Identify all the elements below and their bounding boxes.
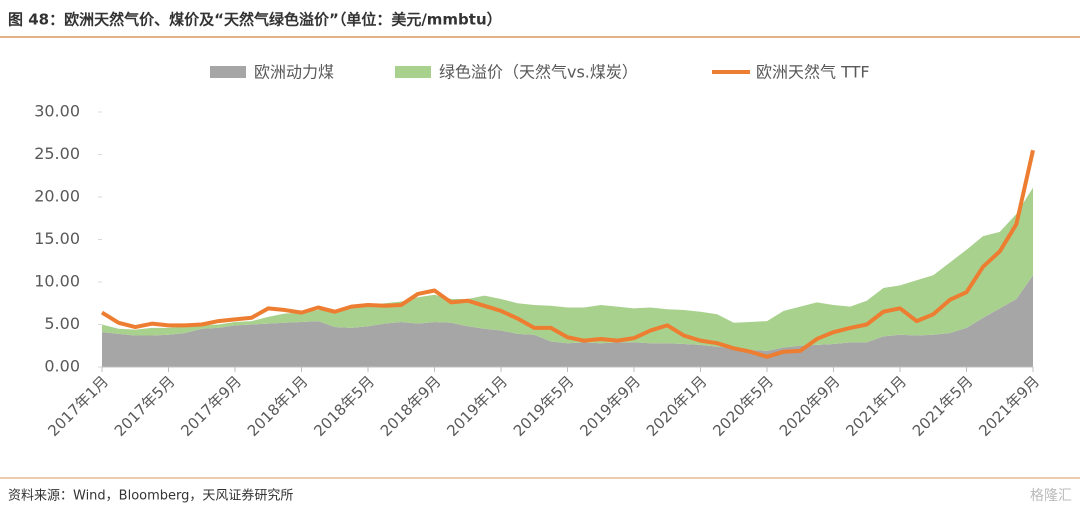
y-tick-label: 0.00 bbox=[44, 357, 80, 376]
legend-swatch bbox=[395, 66, 431, 78]
x-tick-label: 2021年9月 bbox=[975, 372, 1043, 440]
area bbox=[102, 275, 1033, 367]
legend-label: 欧洲天然气 TTF bbox=[756, 63, 870, 82]
x-tick-label: 2019年1月 bbox=[443, 372, 511, 440]
line bbox=[100, 149, 1035, 359]
area bbox=[102, 187, 1033, 351]
x-tick-label: 2017年1月 bbox=[44, 372, 112, 440]
chart-title: 图 48：欧洲天然气价、煤价及“天然气绿色溢价”（单位：美元/mmbtu） bbox=[8, 11, 502, 29]
y-tick-label: 25.00 bbox=[34, 144, 80, 163]
y-tick-label: 5.00 bbox=[44, 314, 80, 333]
x-tick-label: 2017年9月 bbox=[177, 372, 245, 440]
y-tick-label: 30.00 bbox=[34, 102, 80, 121]
watermark: 格隆汇 bbox=[1030, 488, 1072, 504]
x-tick-label: 2020年1月 bbox=[643, 372, 711, 440]
x-tick-label: 2019年9月 bbox=[576, 372, 644, 440]
x-tick-label: 2017年5月 bbox=[111, 372, 179, 440]
source: 资料来源：Wind，Bloomberg，天风证券研究所 bbox=[8, 488, 293, 504]
x-tick-label: 2018年1月 bbox=[244, 372, 312, 440]
x-tick-label: 2020年9月 bbox=[776, 372, 844, 440]
y-tick-label: 15.00 bbox=[34, 229, 80, 248]
y-tick-label: 10.00 bbox=[34, 272, 80, 291]
x-tick-label: 2019年5月 bbox=[510, 372, 578, 440]
legend-label: 绿色溢价（天然气vs.煤炭） bbox=[439, 63, 638, 82]
x-tick-label: 2021年5月 bbox=[909, 372, 977, 440]
legend-swatch bbox=[210, 66, 246, 78]
y-tick-label: 20.00 bbox=[34, 187, 80, 206]
x-tick-label: 2020年5月 bbox=[709, 372, 777, 440]
legend-label: 欧洲动力煤 bbox=[254, 63, 334, 82]
x-tick-label: 2018年9月 bbox=[377, 372, 445, 440]
x-tick-label: 2021年1月 bbox=[842, 372, 910, 440]
x-tick-label: 2018年5月 bbox=[310, 372, 378, 440]
